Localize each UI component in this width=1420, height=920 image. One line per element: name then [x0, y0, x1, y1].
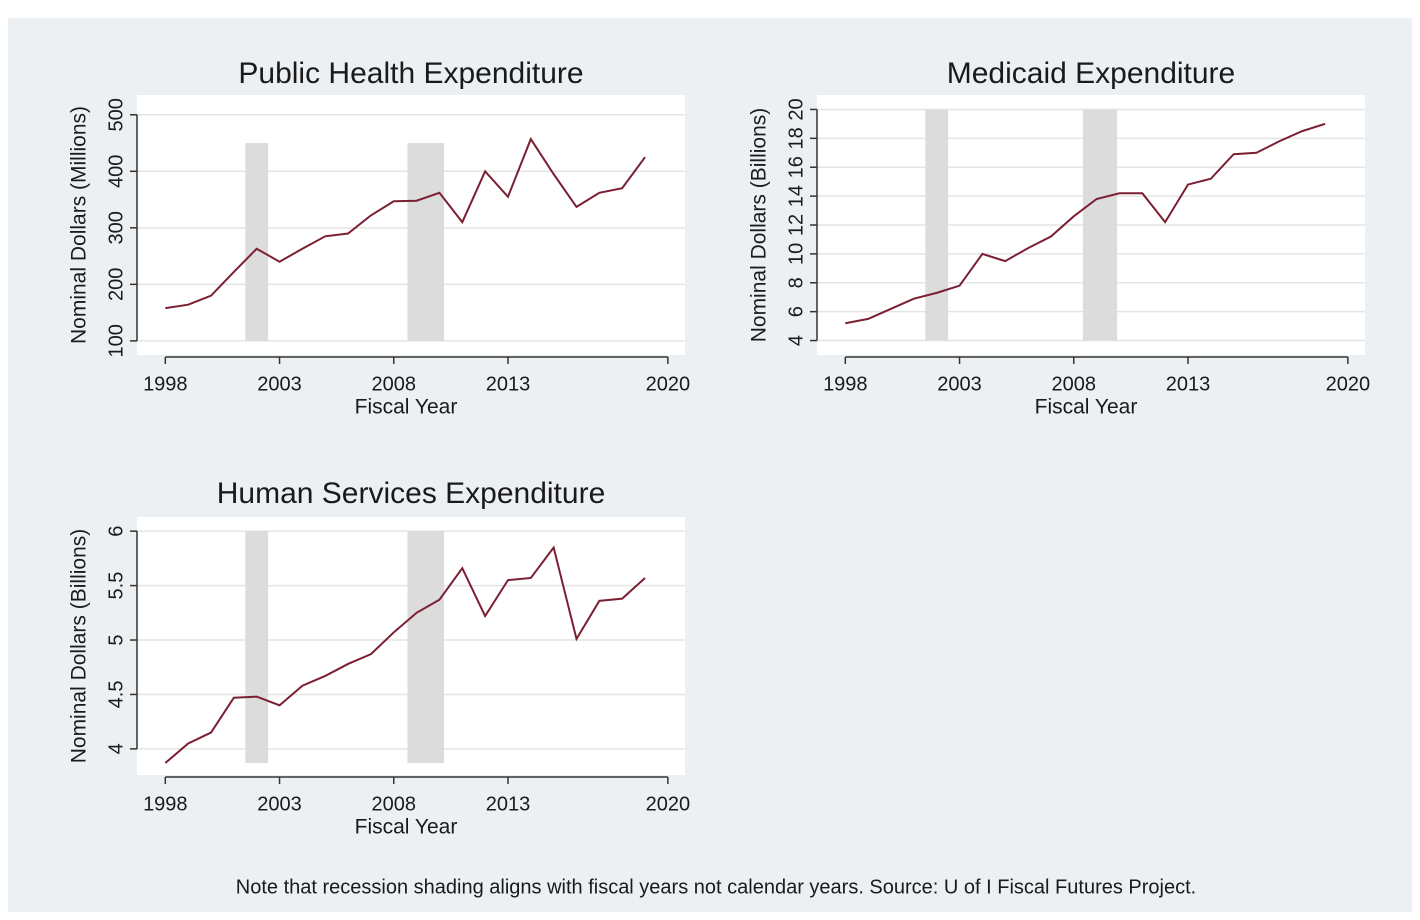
y-tick-label: 200 — [105, 268, 127, 301]
x-tick-label: 2013 — [486, 793, 531, 815]
y-axis-label: Nominal Dollars (Millions) — [68, 106, 91, 344]
x-tick-label: 2008 — [372, 793, 417, 815]
x-axis-label: Fiscal Year — [1035, 396, 1138, 419]
chart-title: Human Services Expenditure — [217, 477, 606, 510]
data-line — [165, 136, 646, 310]
y-tick-label: 14 — [785, 185, 807, 207]
x-tick-label: 2008 — [372, 373, 417, 395]
x-tick-label: 1998 — [143, 793, 188, 815]
data-line — [164, 545, 646, 764]
y-tick-label: 500 — [105, 98, 127, 131]
x-tick-label: 2020 — [1326, 373, 1371, 395]
x-tick-label: 2003 — [257, 793, 302, 815]
x-tick-label: 2013 — [1166, 373, 1211, 395]
y-tick-label: 10 — [785, 243, 807, 265]
y-tick-label: 12 — [785, 214, 807, 236]
x-tick-label: 2020 — [646, 793, 691, 815]
recession-shading — [245, 531, 269, 764]
y-tick-label: 5.5 — [105, 572, 127, 600]
y-axis-label: Nominal Dollars (Billions) — [68, 529, 91, 764]
y-tick-label: 6 — [785, 306, 807, 317]
x-tick-label: 2008 — [1052, 373, 1097, 395]
recession-shading — [925, 109, 949, 341]
x-axis-label: Fiscal Year — [355, 396, 458, 419]
y-tick-label: 300 — [105, 211, 127, 244]
y-tick-label: 16 — [785, 156, 807, 178]
x-tick-label: 1998 — [823, 373, 868, 395]
note: Note that recession shading aligns with … — [236, 876, 1196, 898]
y-tick-label: 20 — [785, 98, 807, 120]
data-line — [845, 122, 1326, 325]
y-tick-label: 5 — [105, 634, 127, 645]
recession-shading — [407, 143, 445, 341]
y-tick-label: 4 — [785, 335, 807, 346]
chart-title: Medicaid Expenditure — [947, 57, 1236, 90]
x-tick-label: 2013 — [486, 373, 531, 395]
x-tick-label: 1998 — [143, 373, 188, 395]
y-tick-label: 400 — [105, 155, 127, 188]
x-axis-label: Fiscal Year — [355, 816, 458, 839]
y-tick-label: 4 — [105, 743, 127, 754]
y-tick-label: 100 — [105, 324, 127, 357]
x-tick-label: 2020 — [646, 373, 691, 395]
chart-title: Public Health Expenditure — [238, 57, 583, 90]
recession-shading — [1082, 109, 1118, 341]
x-tick-label: 2003 — [257, 373, 302, 395]
y-tick-label: 18 — [785, 127, 807, 149]
x-tick-label: 2003 — [937, 373, 982, 395]
recession-shading — [407, 531, 445, 764]
recession-shading — [245, 143, 269, 341]
y-tick-label: 6 — [105, 526, 127, 537]
y-tick-label: 4.5 — [105, 681, 127, 709]
y-axis-label: Nominal Dollars (Billions) — [748, 108, 771, 343]
y-tick-label: 8 — [785, 277, 807, 288]
